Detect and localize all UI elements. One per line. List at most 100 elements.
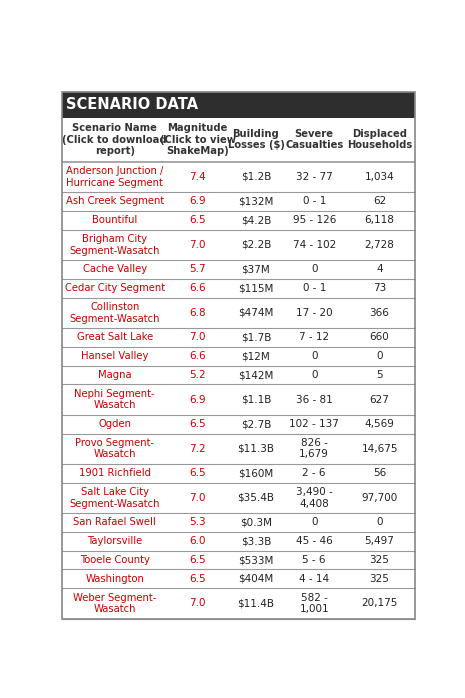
Text: $1.1B: $1.1B <box>241 394 271 405</box>
Text: 0: 0 <box>311 517 318 527</box>
Text: 5,497: 5,497 <box>365 536 394 546</box>
Text: 4: 4 <box>376 265 383 274</box>
Text: 7 - 12: 7 - 12 <box>299 332 329 342</box>
Text: 7.0: 7.0 <box>189 239 206 250</box>
Text: 6,118: 6,118 <box>365 215 394 225</box>
Text: 20,175: 20,175 <box>361 598 398 609</box>
Text: 6.5: 6.5 <box>189 555 206 565</box>
Text: 582 -
1,001: 582 - 1,001 <box>299 593 329 614</box>
Text: 660: 660 <box>370 332 390 342</box>
Text: $115M: $115M <box>238 283 274 293</box>
Text: 97,700: 97,700 <box>361 493 398 503</box>
Text: $142M: $142M <box>238 370 274 380</box>
Text: $160M: $160M <box>239 468 273 478</box>
Text: $1.7B: $1.7B <box>241 332 271 342</box>
Text: $3.3B: $3.3B <box>241 536 271 546</box>
Text: 6.8: 6.8 <box>189 308 206 318</box>
Text: $404M: $404M <box>239 574 273 584</box>
Text: Magna: Magna <box>98 370 132 380</box>
Text: $11.4B: $11.4B <box>238 598 274 609</box>
Text: 6.5: 6.5 <box>189 215 206 225</box>
Text: Cache Valley: Cache Valley <box>83 265 147 274</box>
Text: 5: 5 <box>376 370 383 380</box>
Text: 6.9: 6.9 <box>189 394 206 405</box>
Text: 6.5: 6.5 <box>189 574 206 584</box>
Text: 6.6: 6.6 <box>189 283 206 293</box>
Text: 17 - 20: 17 - 20 <box>296 308 332 318</box>
Text: Tooele County: Tooele County <box>80 555 150 565</box>
Text: 3,490 -
4,408: 3,490 - 4,408 <box>296 487 332 509</box>
Text: Taylorsville: Taylorsville <box>87 536 142 546</box>
Text: Severe
Casualties: Severe Casualties <box>285 129 343 151</box>
Text: 0: 0 <box>311 370 318 380</box>
Text: 56: 56 <box>373 468 386 478</box>
Text: 0: 0 <box>376 351 383 361</box>
Text: 45 - 46: 45 - 46 <box>296 536 332 546</box>
Text: 102 - 137: 102 - 137 <box>289 419 339 429</box>
Text: 14,675: 14,675 <box>361 444 398 454</box>
Text: Ogden: Ogden <box>98 419 131 429</box>
Text: 6.5: 6.5 <box>189 419 206 429</box>
Text: $2.2B: $2.2B <box>241 239 271 250</box>
Text: $132M: $132M <box>238 196 274 207</box>
Text: Anderson Junction /
Hurricane Segment: Anderson Junction / Hurricane Segment <box>66 166 163 188</box>
Text: 1,034: 1,034 <box>365 172 394 181</box>
Text: 7.2: 7.2 <box>189 444 206 454</box>
Text: 5.3: 5.3 <box>189 517 206 527</box>
Text: Nephi Segment-
Wasatch: Nephi Segment- Wasatch <box>74 389 155 410</box>
Text: 6.5: 6.5 <box>189 468 206 478</box>
Text: Washington: Washington <box>85 574 144 584</box>
Text: 4 - 14: 4 - 14 <box>299 574 329 584</box>
Text: Bountiful: Bountiful <box>92 215 137 225</box>
Text: Ash Creek Segment: Ash Creek Segment <box>66 196 164 207</box>
Text: Scenario Name
(Click to download
report): Scenario Name (Click to download report) <box>62 123 167 156</box>
Text: Magnitude
(Click to view
ShakeMap): Magnitude (Click to view ShakeMap) <box>159 123 236 156</box>
Text: SCENARIO DATA: SCENARIO DATA <box>66 97 198 112</box>
Text: 5.2: 5.2 <box>189 370 206 380</box>
Text: 4,569: 4,569 <box>365 419 394 429</box>
Text: 73: 73 <box>373 283 386 293</box>
Text: 2 - 6: 2 - 6 <box>303 468 326 478</box>
Text: 7.4: 7.4 <box>189 172 206 181</box>
Text: $474M: $474M <box>238 308 274 318</box>
Text: $35.4B: $35.4B <box>238 493 274 503</box>
Text: 325: 325 <box>370 555 390 565</box>
Text: 32 - 77: 32 - 77 <box>296 172 332 181</box>
Text: 0: 0 <box>376 517 383 527</box>
Text: Salt Lake City
Segment-Wasatch: Salt Lake City Segment-Wasatch <box>69 487 160 509</box>
Text: 36 - 81: 36 - 81 <box>296 394 332 405</box>
Text: 1901 Richfield: 1901 Richfield <box>79 468 151 478</box>
Text: $11.3B: $11.3B <box>238 444 274 454</box>
Text: San Rafael Swell: San Rafael Swell <box>73 517 156 527</box>
Text: Cedar City Segment: Cedar City Segment <box>65 283 165 293</box>
Text: $533M: $533M <box>238 555 274 565</box>
Text: $0.3M: $0.3M <box>240 517 272 527</box>
Text: Building
Losses ($): Building Losses ($) <box>227 129 285 151</box>
Text: 0 - 1: 0 - 1 <box>303 196 326 207</box>
Text: Brigham City
Segment-Wasatch: Brigham City Segment-Wasatch <box>69 234 160 255</box>
Text: 325: 325 <box>370 574 390 584</box>
Text: 0: 0 <box>311 265 318 274</box>
Text: Hansel Valley: Hansel Valley <box>81 351 148 361</box>
Text: 7.0: 7.0 <box>189 493 206 503</box>
Text: 95 - 126: 95 - 126 <box>292 215 336 225</box>
Text: $12M: $12M <box>242 351 270 361</box>
Text: 6.0: 6.0 <box>189 536 206 546</box>
Text: Provo Segment-
Wasatch: Provo Segment- Wasatch <box>75 438 154 459</box>
Text: 826 -
1,679: 826 - 1,679 <box>299 438 329 459</box>
Text: $2.7B: $2.7B <box>241 419 271 429</box>
Text: 627: 627 <box>370 394 390 405</box>
Text: 7.0: 7.0 <box>189 598 206 609</box>
Text: Displaced
Households: Displaced Households <box>347 129 412 151</box>
Text: 62: 62 <box>373 196 386 207</box>
Text: 0 - 1: 0 - 1 <box>303 283 326 293</box>
Text: 2,728: 2,728 <box>365 239 394 250</box>
Text: $4.2B: $4.2B <box>241 215 271 225</box>
Text: 6.9: 6.9 <box>189 196 206 207</box>
Text: 0: 0 <box>311 351 318 361</box>
Text: Great Salt Lake: Great Salt Lake <box>77 332 153 342</box>
Text: Weber Segment-
Wasatch: Weber Segment- Wasatch <box>73 593 156 614</box>
Text: $1.2B: $1.2B <box>241 172 271 181</box>
Text: 5.7: 5.7 <box>189 265 206 274</box>
Text: Collinston
Segment-Wasatch: Collinston Segment-Wasatch <box>69 302 160 323</box>
